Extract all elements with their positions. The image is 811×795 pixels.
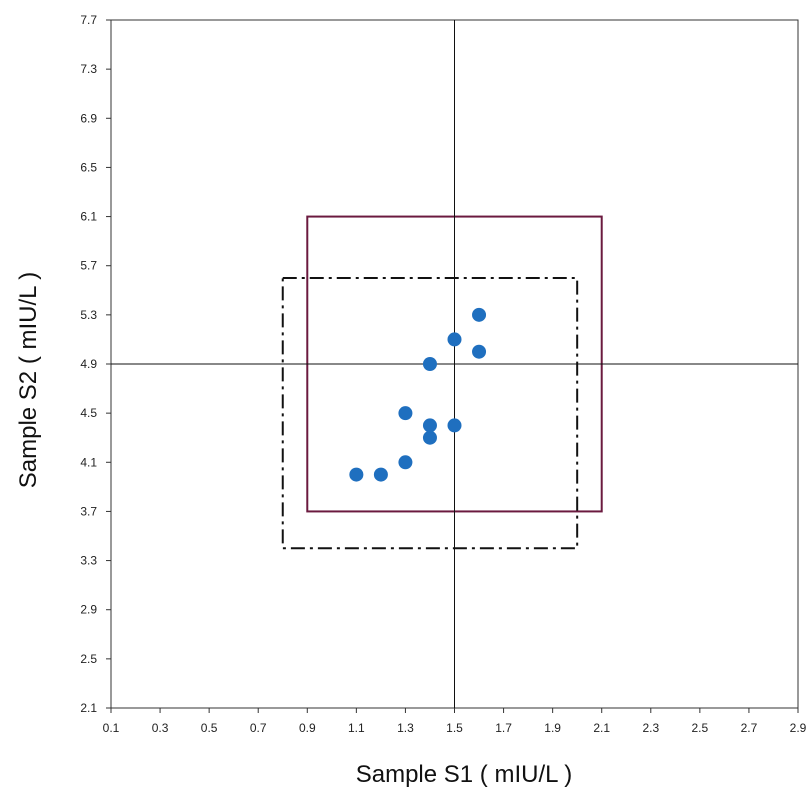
- y-tick-label: 2.9: [80, 603, 97, 617]
- x-tick-label: 1.9: [544, 721, 561, 735]
- data-point: [422, 430, 437, 445]
- data-point: [398, 455, 413, 470]
- y-tick-label: 7.7: [80, 13, 97, 27]
- y-tick-label: 5.3: [80, 308, 97, 322]
- reference-lines-layer: [111, 20, 798, 708]
- data-point: [447, 418, 462, 433]
- x-tick-label: 0.3: [152, 721, 169, 735]
- y-tick-label: 2.5: [80, 652, 97, 666]
- x-tick-label: 2.3: [642, 721, 659, 735]
- data-point: [349, 467, 364, 482]
- y-tick-label: 2.1: [80, 701, 97, 715]
- x-tick-label: 0.5: [201, 721, 218, 735]
- y-tick-label: 5.7: [80, 259, 97, 273]
- data-point: [373, 467, 388, 482]
- y-axis-ticks: 2.1 2.5 2.9 3.3 3.7 4.1 4.5 4.9 5.3 5.7 6.1 6.5 6.9 7…: [80, 13, 111, 715]
- x-tick-label: 2.1: [593, 721, 610, 735]
- data-point: [472, 307, 487, 322]
- data-point: [447, 332, 462, 347]
- y-tick-label: 6.9: [80, 111, 97, 125]
- y-tick-label: 6.5: [80, 160, 97, 174]
- region-box-2: [281, 277, 579, 550]
- y-tick-label: 4.1: [80, 455, 97, 469]
- y-tick-label: 4.5: [80, 406, 97, 420]
- x-tick-label: 1.5: [446, 721, 463, 735]
- points-layer: [349, 307, 487, 482]
- x-tick-label: 2.9: [790, 721, 807, 735]
- x-tick-label: 1.3: [397, 721, 414, 735]
- data-point: [422, 418, 437, 433]
- x-tick-label: 0.7: [250, 721, 267, 735]
- x-axis-ticks: 0.1 0.3 0.5 0.7 0.9 1.1 1.3 1.5 1.7 1.9 2.1 2.3 2.5 2…: [103, 708, 807, 735]
- data-point: [398, 406, 413, 421]
- data-point: [422, 357, 437, 371]
- data-point: [472, 344, 487, 359]
- y-axis-title: Sample S2 ( mIU/L ): [15, 272, 42, 489]
- y-tick-label: 6.1: [80, 210, 97, 224]
- x-tick-label: 1.1: [348, 721, 365, 735]
- x-axis-title: Sample S1 ( mIU/L ): [356, 761, 573, 788]
- y-tick-label: 3.3: [80, 554, 97, 568]
- x-tick-label: 0.9: [299, 721, 316, 735]
- x-tick-label: 1.7: [495, 721, 512, 735]
- y-tick-label: 3.7: [80, 504, 97, 518]
- y-tick-label: 4.9: [80, 357, 97, 371]
- x-tick-label: 0.1: [103, 721, 120, 735]
- x-tick-label: 2.7: [741, 721, 758, 735]
- x-tick-label: 2.5: [692, 721, 709, 735]
- y-tick-label: 7.3: [80, 62, 97, 76]
